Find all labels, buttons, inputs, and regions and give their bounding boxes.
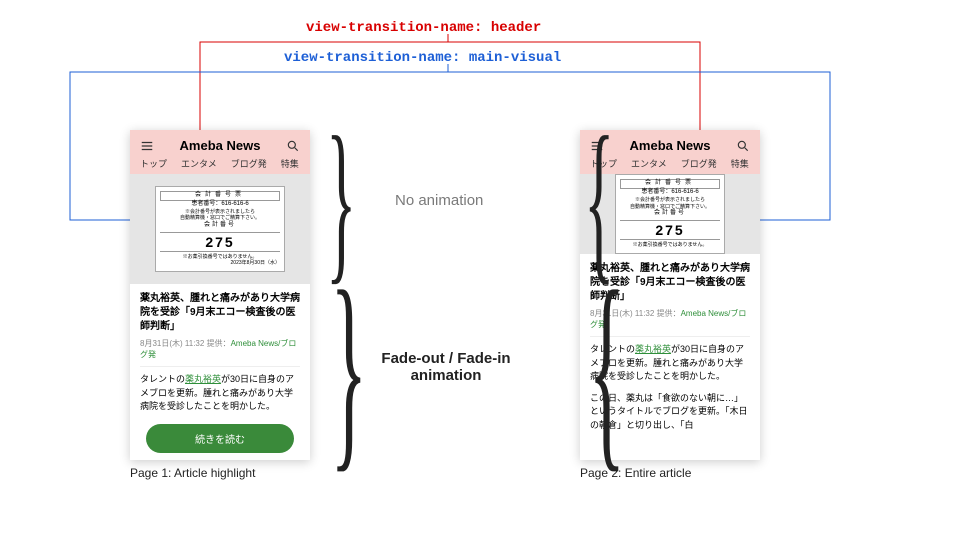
tab-blog[interactable]: ブログ発 (681, 157, 717, 170)
read-more-button[interactable]: 続きを読む (146, 424, 294, 453)
search-icon[interactable] (736, 139, 750, 153)
phone1-body: 薬丸裕英、腫れと痛みがあり大学病院を受診「9月末エコー検査後の医師判断」 8月3… (130, 284, 310, 460)
diagram-stage: view-transition-name: header view-transi… (0, 0, 960, 540)
article-title: 薬丸裕英、腫れと痛みがあり大学病院を受診「9月末エコー検査後の医師判断」 (140, 292, 300, 334)
meta-sep: 提供： (207, 339, 231, 348)
caption-page1: Page 1: Article highlight (130, 466, 255, 480)
brand-logo: Ameba News (180, 138, 261, 153)
receipt-note2: ※お薬引換番号ではありません。 (620, 242, 720, 249)
receipt-number: 275 (620, 220, 720, 240)
receipt-label: 会計番号 (620, 210, 720, 218)
receipt-image: 会計番号票 患者番号：616-616-6 ※会計番号が表示されましたら 自動精算… (155, 186, 285, 272)
tab-blog[interactable]: ブログ発 (231, 157, 267, 170)
excerpt-link[interactable]: 薬丸裕英 (185, 374, 221, 384)
tab-special[interactable]: 特集 (731, 157, 749, 170)
receipt-patient: 患者番号：616-616-6 (160, 201, 280, 209)
phone1-main-visual: 会計番号票 患者番号：616-616-6 ※会計番号が表示されましたら 自動精算… (130, 174, 310, 284)
excerpt-pre: タレントの (140, 374, 185, 384)
menu-icon[interactable] (140, 139, 154, 153)
header-code-label: view-transition-name: header (306, 20, 541, 36)
meta-date: 8月31日(木) 11:32 (140, 339, 204, 348)
receipt-image: 会計番号票 患者番号：616-616-6 ※会計番号が表示されましたら 自動精算… (615, 174, 725, 253)
tab-top[interactable]: トップ (140, 157, 167, 170)
nav-tabs[interactable]: トップ エンタメ ブログ発 特集 (130, 157, 310, 174)
brand-logo: Ameba News (630, 138, 711, 153)
receipt-note1: ※会計番号が表示されましたら 自動精算機・窓口でご精算下さい。 (160, 209, 280, 222)
receipt-date: 2023年8月30日（水） (160, 260, 280, 267)
article-excerpt: タレントの薬丸裕英が30日に自身のアメブロを更新。腫れと痛みがあり大学病院を受診… (140, 366, 300, 414)
tab-special[interactable]: 特集 (281, 157, 299, 170)
receipt-title: 会計番号票 (160, 191, 280, 201)
meta-sep: 提供： (657, 309, 681, 318)
receipt-title: 会計番号票 (620, 179, 720, 189)
tab-entame[interactable]: エンタメ (181, 157, 217, 170)
receipt-note1: ※会計番号が表示されましたら 自動精算機・窓口でご精算下さい。 (620, 197, 720, 210)
brace-bot-right: { (588, 258, 625, 478)
tab-entame[interactable]: エンタメ (631, 157, 667, 170)
receipt-patient: 患者番号：616-616-6 (620, 189, 720, 197)
fade-animation-label: Fade-out / Fade-in animation (366, 350, 526, 384)
article-meta: 8月31日(木) 11:32 提供：Ameba News/ブログ発 (140, 338, 300, 360)
phone-page1: Ameba News トップ エンタメ ブログ発 特集 会計番号票 患者番号：6… (130, 130, 310, 460)
search-icon[interactable] (286, 139, 300, 153)
no-animation-label: No animation (395, 192, 483, 209)
receipt-number: 275 (160, 232, 280, 252)
visual-code-label: view-transition-name: main-visual (284, 50, 561, 66)
brace-bot-left: } (330, 258, 367, 478)
excerpt-link[interactable]: 薬丸裕英 (635, 344, 671, 354)
phone1-header: Ameba News トップ エンタメ ブログ発 特集 (130, 130, 310, 174)
receipt-label: 会計番号 (160, 222, 280, 230)
